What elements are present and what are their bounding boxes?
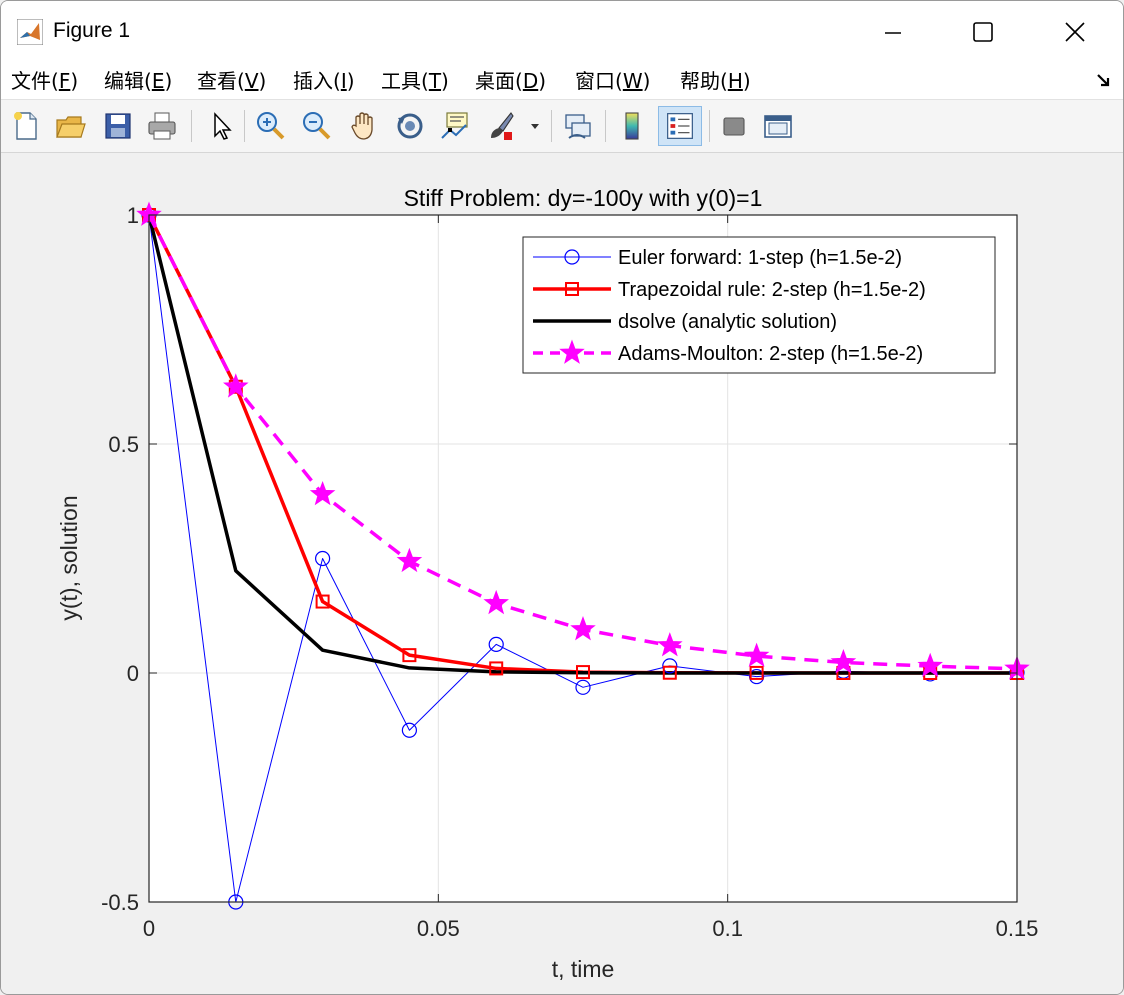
colorbar-icon[interactable] <box>615 108 649 144</box>
series-1-marker <box>402 648 417 663</box>
close-button[interactable] <box>1029 1 1121 63</box>
brush-icon[interactable] <box>485 108 519 144</box>
brush-dropdown-icon[interactable] <box>527 108 543 144</box>
legend-icon[interactable] <box>658 106 702 146</box>
x-tick-label: 0.1 <box>712 916 743 941</box>
series-1-marker <box>749 665 764 680</box>
new-file-icon[interactable] <box>9 108 43 144</box>
legend[interactable]: Euler forward: 1-step (h=1.5e-2) Trapezoi… <box>522 236 996 374</box>
series-3-marker <box>309 480 336 506</box>
legend-label-0: Euler forward: 1-step (h=1.5e-2) <box>618 247 902 269</box>
show-plot-tools-icon[interactable] <box>761 108 795 144</box>
legend-box <box>522 236 996 374</box>
legend-label-3: Adams-Moulton: 2-step (h=1.5e-2) <box>618 343 923 365</box>
menu-tools[interactable]: 工具(T) <box>381 69 449 93</box>
zoom-out-icon[interactable] <box>299 108 333 144</box>
menu-bar: 文件(F) 编辑(E) 查看(V) 插入(I) 工具(T) 桌面(D) 窗口(W… <box>1 63 1123 100</box>
series-0-marker <box>401 722 417 738</box>
menu-insert[interactable]: 插入(I) <box>293 69 355 93</box>
zoom-in-icon[interactable] <box>253 108 287 144</box>
y-tick-label: 0 <box>127 661 139 686</box>
minimize-button[interactable] <box>847 1 939 63</box>
series-1-marker <box>489 661 504 676</box>
axes-box <box>148 214 1018 903</box>
pan-hand-icon[interactable] <box>347 108 381 144</box>
y-tick-label: -0.5 <box>101 890 139 915</box>
ticks <box>148 214 1018 903</box>
menu-desktop[interactable]: 桌面(D) <box>475 69 547 93</box>
dock-figure-icon[interactable] <box>1095 71 1113 89</box>
menu-file[interactable]: 文件(F) <box>11 69 79 93</box>
series-3-marker <box>657 632 683 657</box>
figure-canvas: 0 0.05 0.1 0.15 -0.5 0 0.5 1 Stiff Problem: dy=… <box>1 153 1123 994</box>
save-icon[interactable] <box>101 108 135 144</box>
data-cursor-icon[interactable] <box>438 108 472 144</box>
series-1-marker <box>662 665 677 680</box>
matlab-logo-icon <box>17 19 43 45</box>
tick-labels: 0 0.05 0.1 0.15-0.500.51 <box>101 203 1038 941</box>
pointer-icon[interactable] <box>204 108 238 144</box>
maximize-icon <box>973 22 993 42</box>
toolbar-separator <box>551 110 552 142</box>
series-line-2 <box>147 214 1017 675</box>
minimize-icon <box>885 32 901 34</box>
series-1-marker <box>576 665 590 680</box>
title-bar: Figure 1 <box>1 1 1123 63</box>
series-3-marker <box>743 642 770 667</box>
chart-title: Stiff Problem: dy=-100y with y(0)=1 <box>404 185 763 211</box>
x-tick-label: 0 <box>143 916 155 941</box>
series-0-marker <box>315 550 331 567</box>
y-tick-label: 1 <box>127 203 139 228</box>
menu-view[interactable]: 查看(V) <box>197 69 267 93</box>
series-3-marker <box>483 589 509 615</box>
series-3-marker <box>570 616 596 641</box>
series-0-marker <box>575 679 591 695</box>
series-0-marker <box>488 636 504 652</box>
menu-edit[interactable]: 编辑(E) <box>104 69 173 93</box>
figure-toolbar <box>1 100 1123 153</box>
close-icon <box>1065 22 1085 42</box>
toolbar-separator <box>244 110 245 142</box>
legend-marker-1 <box>565 282 579 296</box>
legend-label-1: Trapezoidal rule: 2-step (h=1.5e-2) <box>618 279 926 301</box>
x-axis-label: t, time <box>552 956 615 982</box>
series-1-marker <box>315 594 330 609</box>
legend-label-2: dsolve (analytic solution) <box>618 311 837 333</box>
toolbar-separator <box>605 110 606 142</box>
open-folder-icon[interactable] <box>53 108 87 144</box>
series-3-marker <box>917 652 943 678</box>
hide-plot-tools-icon[interactable] <box>717 108 751 144</box>
toolbar-separator <box>709 110 710 142</box>
rotate-3d-icon[interactable] <box>393 108 427 144</box>
chart: 0 0.05 0.1 0.15-0.500.51 Stiff Problem: dy=… <box>56 185 1038 982</box>
y-tick-label: 0.5 <box>108 432 139 457</box>
x-tick-label: 0.05 <box>417 916 460 941</box>
print-icon[interactable] <box>145 108 179 144</box>
series-3-marker <box>396 547 423 573</box>
y-axis-label: y(t), solution <box>56 495 82 620</box>
toolbar-separator <box>191 110 192 142</box>
maximize-button[interactable] <box>937 1 1029 63</box>
window-title: Figure 1 <box>53 19 131 42</box>
link-plot-icon[interactable] <box>561 108 595 144</box>
menu-window[interactable]: 窗口(W) <box>575 69 651 93</box>
series-3-marker <box>223 373 249 398</box>
series-3-marker <box>830 649 857 674</box>
menu-help[interactable]: 帮助(H) <box>680 69 751 93</box>
legend-marker-0 <box>564 249 580 265</box>
x-tick-label: 0.15 <box>996 916 1039 941</box>
legend-marker-3 <box>559 339 585 364</box>
